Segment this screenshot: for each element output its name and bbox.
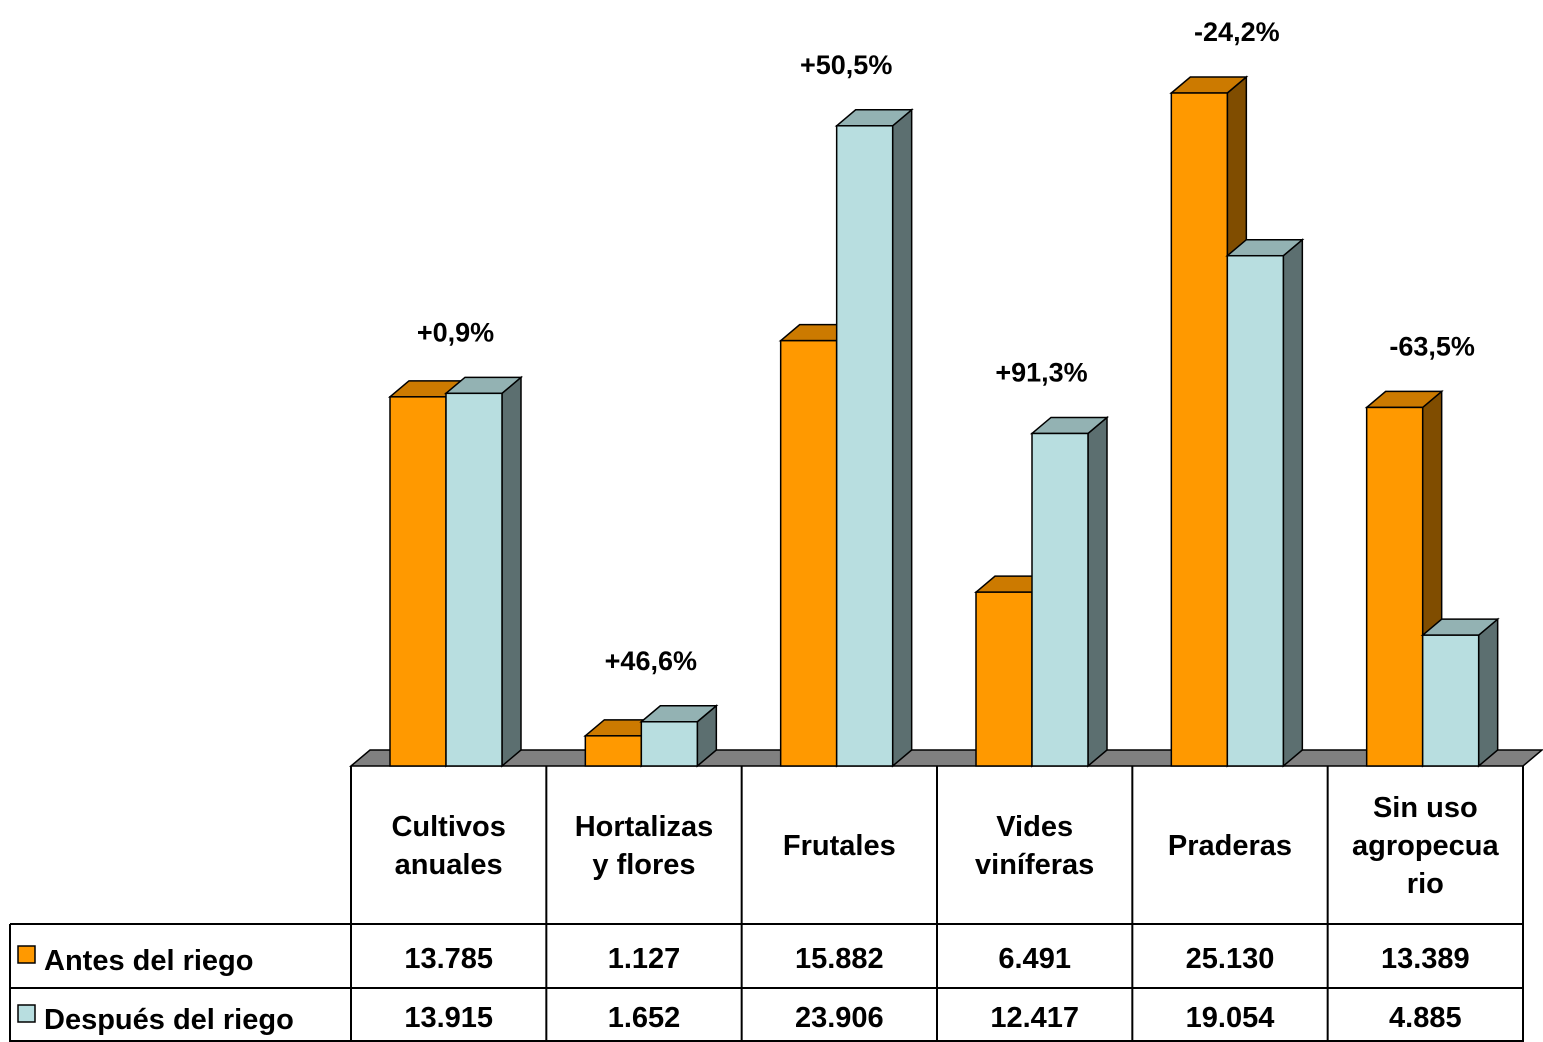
bar-front xyxy=(835,125,894,767)
bar xyxy=(639,704,719,768)
category-label: Cultivos anuales xyxy=(391,811,505,881)
category-label: Frutales xyxy=(783,830,896,862)
change-annotations: +0,9% +46,6% +50,5% +91,3% -24,2% -63,5% xyxy=(417,17,1475,676)
table-value: 1.652 xyxy=(608,1002,681,1034)
change-annotation: +46,6% xyxy=(605,646,697,676)
bar-side xyxy=(891,108,913,768)
table-value: 13.915 xyxy=(404,1002,493,1034)
bar-front xyxy=(779,339,838,767)
category-label: Hortalizas y flores xyxy=(575,811,714,881)
bar-side xyxy=(1477,617,1499,768)
category-label: Praderas xyxy=(1168,830,1292,862)
floor-plane xyxy=(348,749,1543,767)
legend-swatch xyxy=(17,945,36,964)
chart-floor xyxy=(348,749,1543,767)
category-label: Vides viníferas xyxy=(975,811,1094,881)
legend-label: Después del riego xyxy=(44,1004,294,1036)
table-value: 1.127 xyxy=(608,943,681,975)
bar-side xyxy=(1087,415,1108,768)
bar-front xyxy=(975,591,1033,767)
change-annotation: -24,2% xyxy=(1194,17,1280,47)
category-label: Sin uso agropecua rio xyxy=(1352,792,1500,900)
change-annotation: +91,3% xyxy=(995,357,1087,387)
bar xyxy=(1029,415,1110,768)
bar-front xyxy=(445,392,503,767)
table-value: 13.389 xyxy=(1381,943,1470,975)
bar-front xyxy=(1226,254,1285,767)
bar xyxy=(1420,617,1500,768)
table-value: 23.906 xyxy=(795,1002,884,1034)
data-table: Cultivos anuales Hortalizas y flores Frutale… xyxy=(9,766,1524,1042)
bar-front xyxy=(584,735,643,767)
table-value: 4.885 xyxy=(1389,1002,1462,1034)
bar xyxy=(834,108,914,768)
bar-front xyxy=(1421,634,1480,767)
table-value: 13.785 xyxy=(404,943,493,975)
table-value: 19.054 xyxy=(1186,1002,1275,1034)
legend-label: Antes del riego xyxy=(44,945,254,977)
table-value: 6.491 xyxy=(998,943,1071,975)
bar-front xyxy=(640,721,699,767)
bar-front xyxy=(1365,406,1424,767)
table-value: 15.882 xyxy=(795,943,884,975)
bar-side xyxy=(1282,238,1304,768)
bars xyxy=(387,75,1500,768)
bar-front xyxy=(1031,432,1089,767)
bar xyxy=(443,375,524,768)
change-annotation: +0,9% xyxy=(417,317,494,347)
bar-front xyxy=(389,396,447,767)
bar-front xyxy=(1170,92,1229,767)
change-annotation: -63,5% xyxy=(1389,331,1475,361)
bar xyxy=(1225,238,1305,768)
table-value: 25.130 xyxy=(1186,943,1275,975)
table-value: 12.417 xyxy=(990,1002,1079,1034)
legend-swatch xyxy=(17,1004,36,1023)
change-annotation: +50,5% xyxy=(800,50,892,80)
bar-side xyxy=(501,375,522,768)
